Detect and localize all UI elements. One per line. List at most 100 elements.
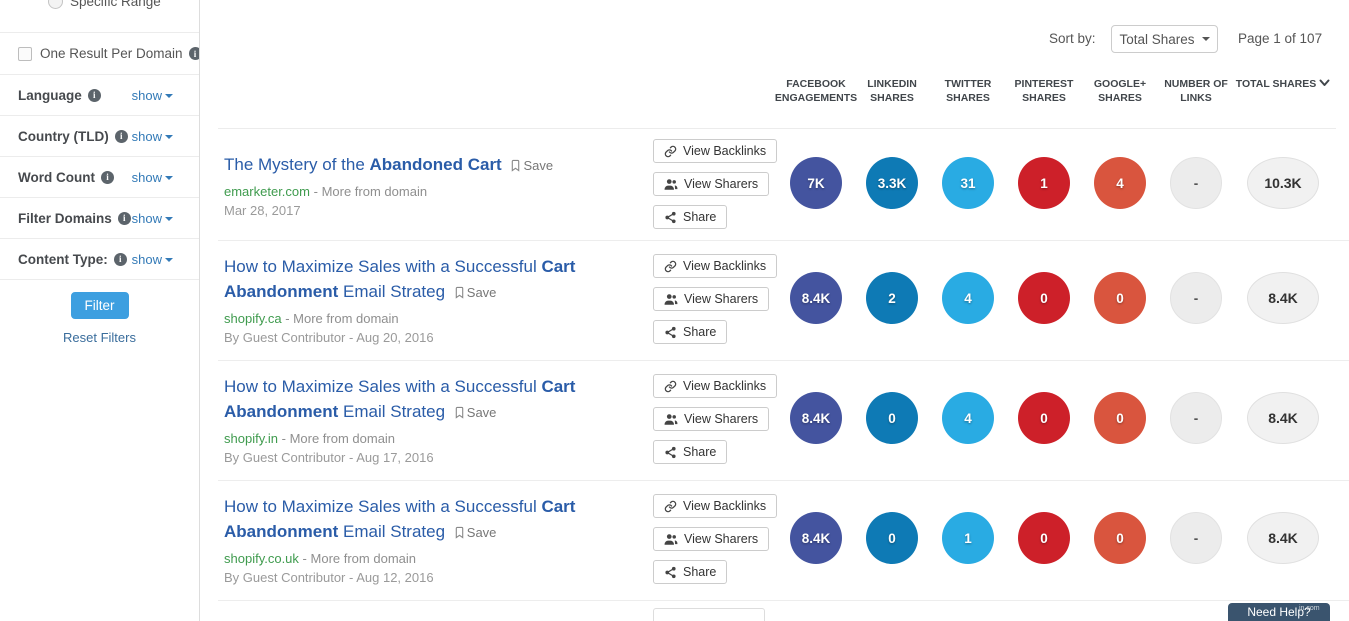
result-text: How to Maximize Sales with a Successful …: [224, 254, 634, 345]
save-button[interactable]: Save: [510, 158, 553, 173]
caret-down-icon: [1201, 37, 1210, 41]
linkedin-shares-value: 0: [866, 392, 918, 444]
show-filter-domains-link[interactable]: show: [132, 211, 173, 226]
domain-link[interactable]: emarketer.com: [224, 184, 310, 199]
domain-link[interactable]: shopify.in: [224, 431, 278, 446]
number-of-links-value: -: [1170, 272, 1222, 324]
filter-section-word-count: Word Count show: [0, 157, 199, 198]
more-from-domain-link[interactable]: More from domain: [289, 431, 396, 446]
save-button[interactable]: Save: [454, 285, 497, 300]
share-button[interactable]: Share: [653, 440, 728, 464]
more-from-domain-link[interactable]: More from domain: [321, 184, 428, 199]
facebook-engagements-value: 8.4K: [790, 512, 842, 564]
share-label: Share: [683, 210, 717, 224]
share-icon: [665, 326, 676, 338]
one-result-per-domain-option[interactable]: One Result Per Domain: [0, 33, 199, 75]
separator: -: [281, 431, 286, 446]
reset-filters-link[interactable]: Reset Filters: [63, 330, 136, 345]
view-backlinks-button[interactable]: View Backlinks: [653, 374, 778, 398]
result-title-link[interactable]: The Mystery of the Abandoned Cart Save: [224, 152, 634, 178]
info-icon[interactable]: [113, 252, 127, 266]
sort-dropdown[interactable]: Total Shares: [1111, 25, 1218, 53]
domain-link[interactable]: shopify.co.uk: [224, 551, 299, 566]
info-icon[interactable]: [114, 129, 128, 143]
share-button[interactable]: Share: [653, 320, 728, 344]
view-sharers-button[interactable]: View Sharers: [653, 407, 770, 431]
view-sharers-button[interactable]: View Sharers: [653, 172, 770, 196]
filter-section-language: Language show: [0, 75, 199, 116]
filter-section-content-type: Content Type: show: [0, 239, 199, 280]
filter-button[interactable]: Filter: [70, 292, 129, 319]
filter-label: Filter Domains: [18, 211, 131, 226]
result-domain-line: shopify.co.uk - More from domain: [224, 551, 634, 566]
filter-label-text: Word Count: [18, 169, 95, 185]
column-header-twitter: TWITTER SHARES: [944, 78, 992, 104]
filter-label-text: Filter Domains: [18, 210, 112, 226]
view-backlinks-label: View Backlinks: [683, 259, 767, 273]
result-text: How to Maximize Sales with a Successful …: [224, 374, 634, 465]
domain-link[interactable]: shopify.ca: [224, 311, 282, 326]
view-backlinks-button[interactable]: View Backlinks: [653, 254, 778, 278]
share-button[interactable]: Share: [653, 560, 728, 584]
info-icon[interactable]: [188, 47, 199, 60]
result-row: How to Maximize Sales with a Successful …: [218, 241, 1349, 361]
view-backlinks-button[interactable]: View Backlinks: [653, 139, 778, 163]
specific-range-radio[interactable]: [48, 0, 63, 9]
link-icon: [664, 145, 677, 157]
view-backlinks-button[interactable]: View Backlinks: [653, 494, 778, 518]
show-country-link[interactable]: show: [132, 129, 173, 144]
info-icon[interactable]: [100, 170, 114, 184]
link-icon: [664, 380, 677, 392]
googleplus-shares-value: 0: [1094, 512, 1146, 564]
view-backlinks-label: View Backlinks: [683, 144, 767, 158]
view-sharers-button[interactable]: View Sharers: [653, 527, 770, 551]
view-sharers-button[interactable]: View Sharers: [653, 287, 770, 311]
users-icon: [664, 533, 678, 545]
view-backlinks-label: View Backlinks: [683, 379, 767, 393]
more-from-domain-link[interactable]: More from domain: [310, 551, 416, 566]
share-button[interactable]: Share: [653, 205, 728, 229]
info-icon[interactable]: [87, 88, 101, 102]
number-of-links-value: -: [1170, 392, 1222, 444]
save-label: Save: [466, 525, 497, 540]
result-text: How to Maximize Sales with a Successful …: [224, 494, 634, 585]
title-keyword: Cart Abandonment: [224, 257, 576, 301]
result-actions: View Backlinks View Sharers Share: [653, 139, 778, 238]
show-word-count-link[interactable]: show: [132, 170, 173, 185]
show-link-text: show: [131, 128, 162, 144]
info-icon[interactable]: [117, 211, 131, 225]
title-text: How to Maximize Sales with a Successful: [224, 497, 542, 516]
pinterest-shares-value: 0: [1018, 392, 1070, 444]
result-title-link[interactable]: How to Maximize Sales with a Successful …: [224, 254, 634, 305]
specific-range-label: Specific Range: [70, 0, 161, 9]
show-content-type-link[interactable]: show: [132, 252, 173, 267]
need-help-button[interactable]: Need Help?: [1228, 603, 1330, 621]
one-result-checkbox[interactable]: [18, 46, 32, 61]
show-language-link[interactable]: show: [132, 88, 173, 103]
save-button[interactable]: Save: [454, 525, 497, 540]
filter-label-text: Content Type:: [18, 251, 108, 267]
twitter-shares-value: 31: [942, 157, 994, 209]
total-shares-value: 10.3K: [1247, 157, 1319, 209]
result-title-link[interactable]: How to Maximize Sales with a Successful …: [224, 494, 634, 545]
sort-by-label: Sort by:: [1049, 31, 1096, 46]
page-indicator: Page 1 of 107: [1238, 31, 1323, 46]
sidebar-actions: Filter Reset Filters: [0, 280, 199, 345]
save-label: Save: [523, 158, 554, 173]
results-list: The Mystery of the Abandoned Cart Save e…: [218, 129, 1349, 621]
result-domain-line: shopify.in - More from domain: [224, 431, 634, 446]
pinterest-shares-value: 0: [1018, 512, 1070, 564]
view-backlinks-button[interactable]: [653, 608, 765, 621]
result-title-link[interactable]: How to Maximize Sales with a Successful …: [224, 374, 634, 425]
column-header-total-shares[interactable]: TOTAL SHARES: [1228, 77, 1338, 91]
pinterest-shares-value: 1: [1018, 157, 1070, 209]
title-keyword: Cart Abandonment: [224, 497, 576, 541]
result-text: The Mystery of the Abandoned Cart Save e…: [224, 152, 634, 218]
save-button[interactable]: Save: [454, 405, 496, 420]
more-from-domain-link[interactable]: More from domain: [293, 311, 399, 326]
save-label: Save: [466, 285, 497, 300]
column-header-googleplus: GOOGLE+ SHARES: [1093, 78, 1147, 104]
result-row: How to Maximize Sales with a Successful …: [218, 361, 1349, 481]
result-byline: By Guest Contributor - Aug 12, 2016: [224, 570, 434, 585]
specific-range-option[interactable]: Specific Range: [0, 0, 199, 33]
